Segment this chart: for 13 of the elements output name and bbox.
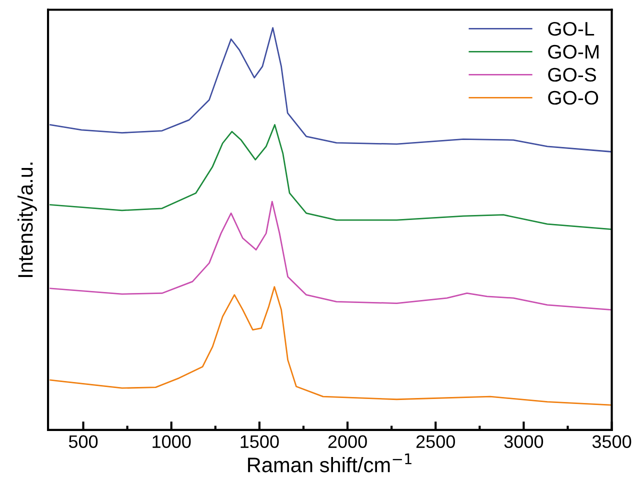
x-tick-label: 2500 <box>416 435 455 448</box>
x-tick-label: 1500 <box>240 435 279 448</box>
legend-label: GO-L <box>548 22 594 36</box>
legend-label: GO-S <box>548 68 596 82</box>
x-axis-title: Raman shift/cm$^{−1}$ <box>248 454 412 472</box>
x-tick-label: 3500 <box>592 435 632 448</box>
x-tick-label: 2000 <box>328 435 367 448</box>
x-tick-label: 3000 <box>504 435 544 448</box>
legend-label: GO-O <box>548 90 598 105</box>
legend-label: GO-M <box>548 44 599 59</box>
y-axis-title: Intensity/a.u. <box>18 162 37 277</box>
x-tick-label: 1000 <box>152 435 191 448</box>
x-tick-label: 500 <box>68 435 98 448</box>
